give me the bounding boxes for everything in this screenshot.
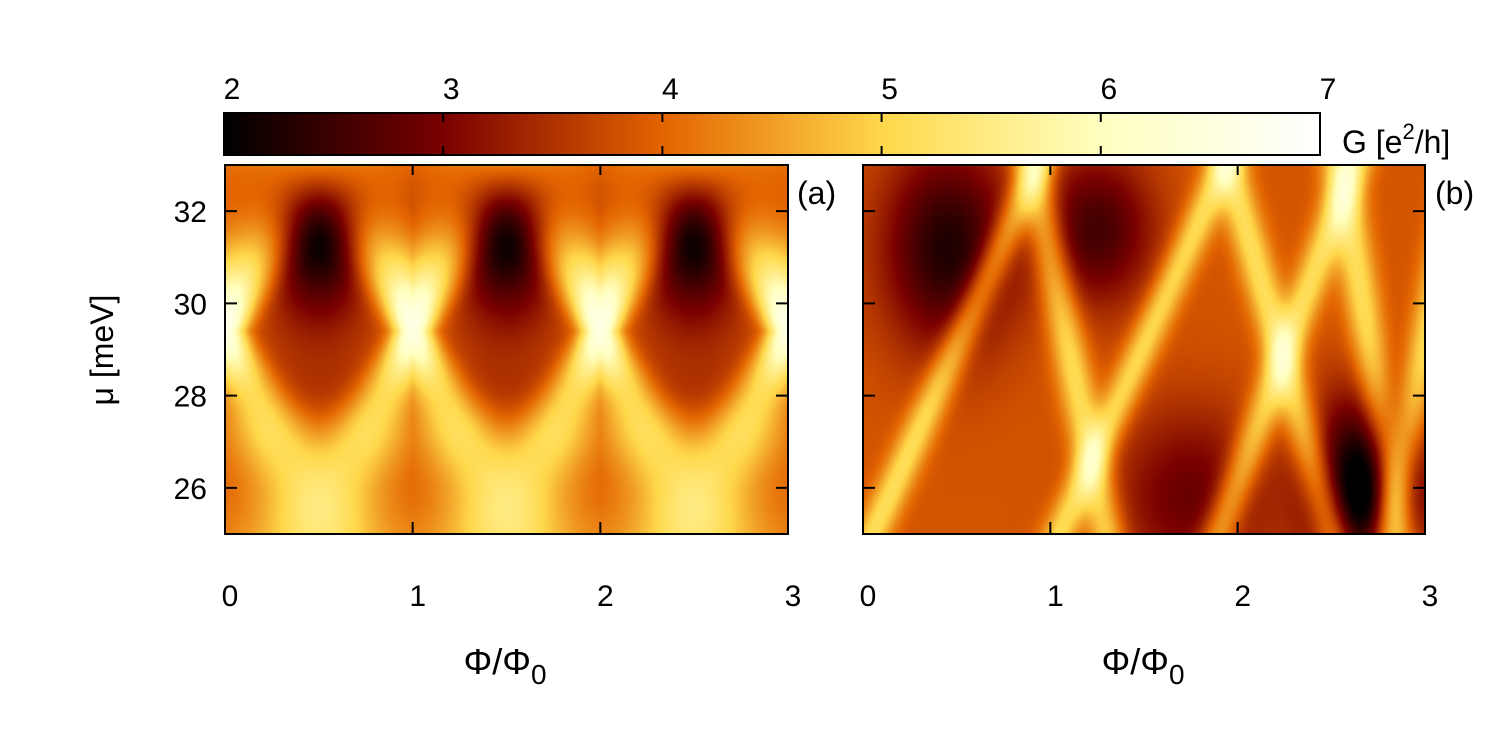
panel-b-ticks: 0 1 2 3 [860,165,1439,613]
colorbar-ticks: 2 3 4 5 6 7 [224,73,1337,155]
x-tick-label: 1 [409,580,426,613]
x-tick-label: 0 [222,580,239,613]
y-tick-label: 30 [174,288,207,321]
y-tick-label: 26 [174,473,207,506]
colorbar-tick-label: 3 [443,73,460,106]
panel-a-heatmap [225,165,788,534]
colorbar-tick-label: 2 [224,73,241,106]
colorbar-tick-label: 6 [1100,73,1117,106]
panel-a: 26 28 30 32 0 1 2 3 (a) [174,164,836,613]
x-tick-label: 0 [860,580,877,613]
panel-b-heatmap [863,165,1425,534]
colorbar-tick-label: 4 [662,73,679,106]
colorbar-label: G [e2/h] [1342,119,1450,160]
colorbar-tick-label: 7 [1320,73,1337,106]
panel-a-ticks: 26 28 30 32 0 1 2 3 [174,165,802,613]
panel-a-frame [224,164,789,535]
panel-b-frame [862,164,1426,535]
panel-a-tag: (a) [797,175,836,211]
x-tick-label: 1 [1047,580,1064,613]
y-tick-label: 32 [174,196,207,229]
y-axis-label: μ [meV] [84,295,120,406]
x-axis-label-a: Φ/Φ0 [463,641,546,690]
x-axis-label-b: Φ/Φ0 [1101,641,1184,690]
panel-b-tag: (b) [1435,175,1474,211]
x-tick-label: 2 [597,580,614,613]
colorbar-tick-label: 5 [881,73,898,106]
colorbar: 2 3 4 5 6 7 G [e2/h] [223,73,1450,160]
x-tick-label: 2 [1234,580,1251,613]
colorbar-scale [223,112,1321,156]
x-tick-label: 3 [785,580,802,613]
x-tick-label: 3 [1422,580,1439,613]
y-tick-label: 28 [174,381,207,414]
panel-b: 0 1 2 3 (b) [860,164,1474,613]
